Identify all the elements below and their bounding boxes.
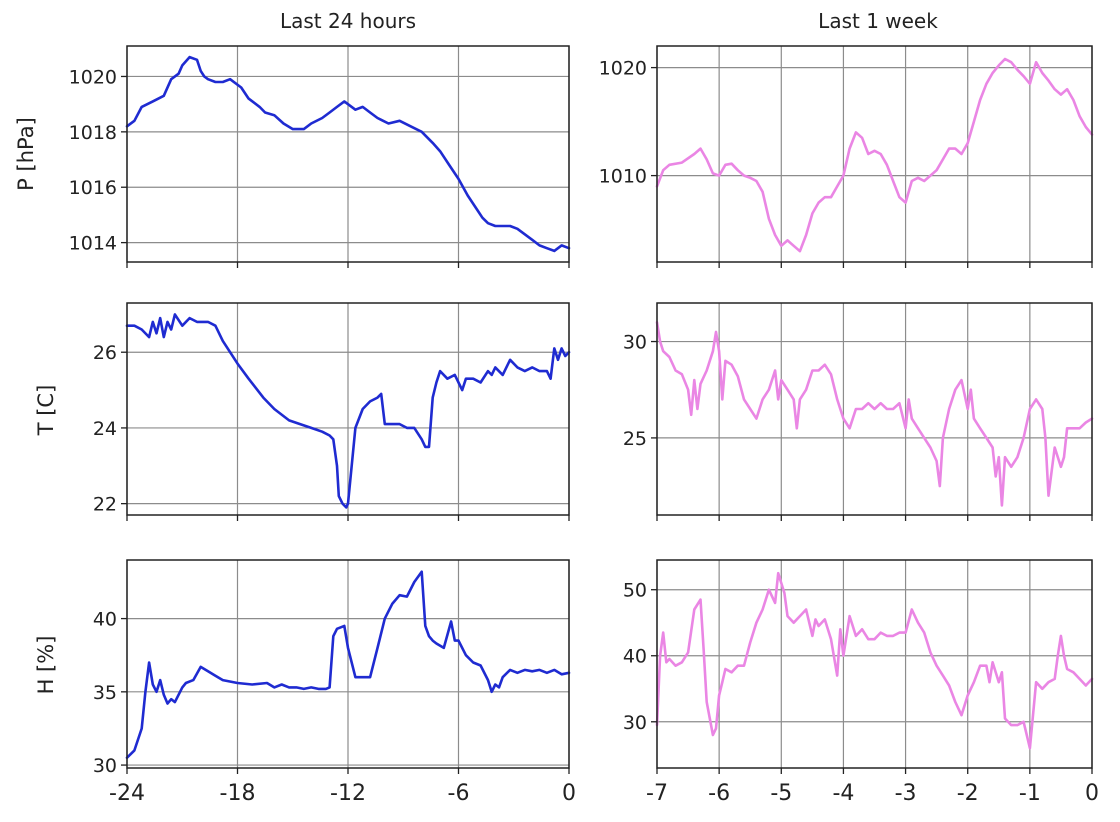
pressure-week-panel: 1010 1020: [599, 45, 1094, 268]
humidity-24h-ytick-label-2: 40: [93, 609, 117, 631]
humidity-24h-xtick-label-1: -18: [220, 781, 256, 806]
pressure-24h-panel: 1014 1016 1018 1020: [69, 45, 571, 268]
pressure-24h-ytick-label-1: 1016: [69, 177, 117, 199]
column-title-week: Last 1 week: [818, 9, 938, 33]
humidity-24h-ytick-label-1: 35: [93, 682, 117, 704]
humidity-week-xtick-label-5: -2: [957, 781, 979, 806]
temperature-24h-ytick-label-0: 22: [93, 494, 117, 516]
pressure-24h-ytick-label-0: 1014: [69, 233, 117, 255]
humidity-week-xtick-label-7: 0: [1085, 781, 1099, 806]
temperature-week-panel: 25 30: [623, 302, 1094, 521]
column-title-24h: Last 24 hours: [280, 9, 416, 33]
temperature-week-ytick-label-0: 25: [623, 428, 647, 450]
humidity-week-series-line: [655, 571, 1094, 750]
humidity-24h-xtick-label-3: -6: [448, 781, 470, 806]
pressure-24h-ytick-label-2: 1018: [69, 122, 117, 144]
pressure-week-frame: [656, 45, 1093, 263]
pressure-24h-ytick-label-3: 1020: [69, 66, 117, 88]
humidity-week-xtick-label-6: -1: [1019, 781, 1041, 806]
pressure-week-ytick-label-0: 1010: [599, 166, 647, 188]
pressure-week-series-line: [655, 57, 1094, 253]
humidity-24h-xtick-label-4: 0: [562, 781, 576, 806]
humidity-week-xtick-label-4: -3: [895, 781, 917, 806]
temperature-week-ytick-label-1: 30: [623, 332, 647, 354]
temperature-24h-series-line: [125, 313, 571, 509]
ylabel-humidity: H [%]: [34, 636, 58, 695]
temperature-week-frame: [656, 302, 1093, 516]
temperature-week-series-line: [655, 320, 1094, 507]
ylabel-temperature: T [C]: [34, 385, 58, 437]
humidity-week-xtick-label-3: -4: [832, 781, 854, 806]
humidity-week-xtick-label-0: -7: [646, 781, 668, 806]
humidity-week-ytick-label-1: 40: [623, 646, 647, 668]
pressure-24h-series-line: [125, 55, 571, 253]
humidity-week-panel: 30 40 50 -7 -6 -5 -4 -3 -2 -1 0: [623, 559, 1099, 806]
temperature-24h-ytick-label-2: 26: [93, 342, 117, 364]
temperature-24h-ytick-label-1: 24: [93, 418, 117, 440]
humidity-24h-xtick-label-2: -12: [330, 781, 366, 806]
ylabel-pressure: P [hPa]: [14, 117, 38, 191]
humidity-week-frame: [656, 559, 1093, 769]
humidity-week-xtick-label-1: -6: [708, 781, 730, 806]
humidity-24h-panel: 30 35 40 -24 -18 -12 -6 0: [93, 559, 576, 806]
humidity-24h-series-line: [125, 570, 571, 760]
humidity-week-ytick-label-0: 30: [623, 712, 647, 734]
humidity-24h-xtick-label-0: -24: [109, 781, 145, 806]
humidity-week-xtick-label-2: -5: [770, 781, 792, 806]
pressure-week-ytick-label-1: 1020: [599, 58, 647, 80]
temperature-24h-panel: 22 24 26: [93, 302, 571, 521]
humidity-24h-ytick-label-0: 30: [93, 755, 117, 777]
humidity-week-ytick-label-2: 50: [623, 580, 647, 602]
